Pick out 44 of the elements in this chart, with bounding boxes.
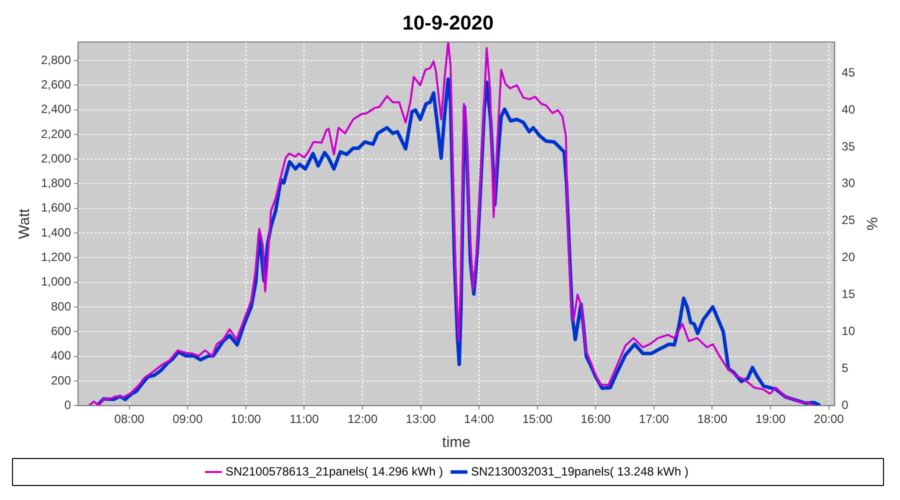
y-tick-label: 200 xyxy=(51,373,72,388)
x-tick-label: 11:00 xyxy=(290,412,320,426)
legend-label: SN2130032031_19panels( 13.248 kWh ) xyxy=(471,464,688,478)
y2-tick-label: 35 xyxy=(842,139,856,154)
y-tick-label: 1,800 xyxy=(41,176,72,190)
y-tick-label: 1,600 xyxy=(41,200,72,215)
y-tick-label: 2,800 xyxy=(41,52,72,67)
x-tick-label: 16:00 xyxy=(580,412,611,426)
y-axis-title: Watt xyxy=(16,208,34,239)
y-tick-label: 800 xyxy=(51,299,72,314)
y2-tick-label: 0 xyxy=(842,398,849,412)
y2-tick-label: 15 xyxy=(842,287,856,302)
y-tick-label: 2,600 xyxy=(41,77,72,92)
x-tick-label: 14:00 xyxy=(464,412,494,426)
y2-tick-label: 5 xyxy=(842,360,849,375)
y2-tick-label: 45 xyxy=(842,65,856,80)
y-tick-label: 1,400 xyxy=(41,225,72,240)
y2-tick-label: 20 xyxy=(842,250,856,264)
x-tick-label: 12:00 xyxy=(347,412,378,426)
y-tick-label: 1,000 xyxy=(41,274,72,289)
x-tick-label: 20:00 xyxy=(814,412,844,426)
x-tick-label: 09:00 xyxy=(172,412,203,426)
y-tick-label: 400 xyxy=(51,348,72,363)
x-tick-label: 17:00 xyxy=(638,412,670,426)
y2-tick-label: 10 xyxy=(842,324,856,338)
y-tick-label: 2,400 xyxy=(41,102,72,116)
y-tick-label: 0 xyxy=(64,398,72,412)
legend-label: SN2100578613_21panels( 14.296 kWh ) xyxy=(226,464,444,478)
y2-tick-label: 25 xyxy=(842,213,856,228)
y2-tick-label: 40 xyxy=(842,102,856,116)
chart-title: 10-9-2020 xyxy=(402,12,494,35)
x-axis-title: time xyxy=(442,434,471,452)
x-tick-label: 13:00 xyxy=(406,412,436,426)
y-tick-label: 2,200 xyxy=(41,126,72,141)
y2-tick-label: 30 xyxy=(842,176,856,190)
x-tick-label: 18:00 xyxy=(697,412,728,426)
y-tick-label: 2,000 xyxy=(41,151,72,166)
y2-axis-title: % xyxy=(862,217,880,230)
x-tick-label: 08:00 xyxy=(114,412,145,426)
x-tick-label: 15:00 xyxy=(522,412,553,426)
y-tick-label: 600 xyxy=(51,324,72,338)
x-tick-label: 19:00 xyxy=(756,412,786,426)
x-tick-label: 10:00 xyxy=(230,412,262,426)
y-tick-label: 1,200 xyxy=(41,250,72,264)
